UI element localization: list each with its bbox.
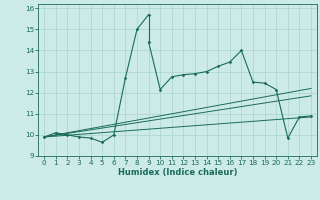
X-axis label: Humidex (Indice chaleur): Humidex (Indice chaleur)	[118, 168, 237, 177]
